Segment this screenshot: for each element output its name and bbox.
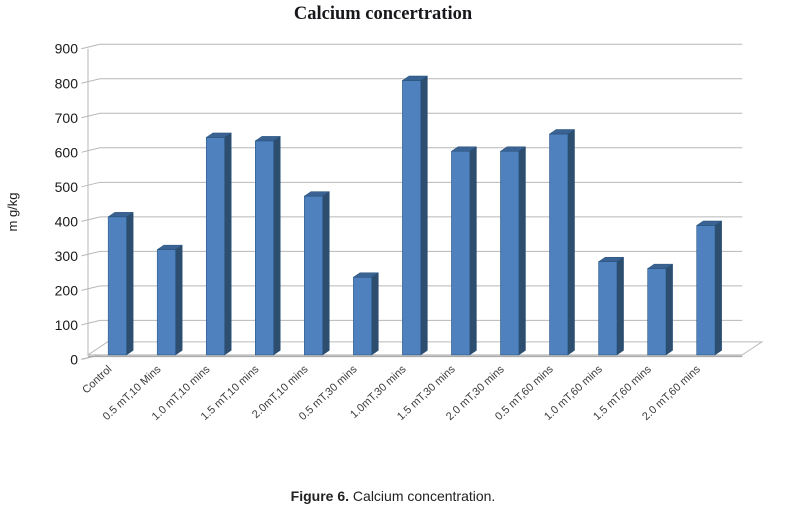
svg-text:300: 300 (55, 248, 79, 264)
svg-text:400: 400 (55, 213, 79, 229)
svg-text:Control: Control (80, 363, 114, 396)
svg-text:m g/kg: m g/kg (5, 192, 20, 231)
svg-text:700: 700 (55, 110, 79, 126)
svg-text:200: 200 (55, 282, 79, 298)
svg-text:100: 100 (55, 317, 79, 333)
svg-text:0: 0 (70, 351, 78, 367)
svg-text:900: 900 (55, 41, 79, 57)
svg-text:600: 600 (55, 144, 79, 160)
svg-text:800: 800 (55, 75, 79, 91)
svg-text:500: 500 (55, 179, 79, 195)
